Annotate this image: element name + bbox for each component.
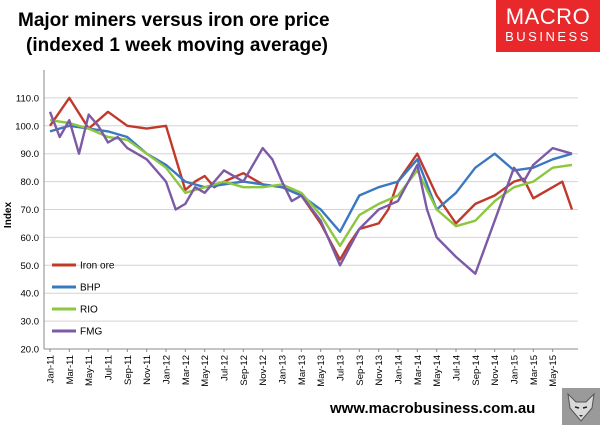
y-tick-label: 60.0 — [21, 233, 40, 244]
x-tick-label: Nov-14 — [490, 355, 501, 386]
x-tick-label: May-11 — [84, 355, 95, 386]
series-line-rio — [49, 119, 573, 248]
series-line-iron-ore — [49, 96, 574, 261]
y-tick-label: 100.0 — [15, 121, 39, 132]
x-tick-label: Mar-15 — [529, 355, 540, 385]
x-tick-label: May-14 — [432, 355, 443, 387]
website-url: www.macrobusiness.com.au — [330, 400, 536, 417]
x-tick-labels: Jan-11 Mar-11 May-11 Jul-11 Sep-11 Nov-11 Jan-… — [46, 349, 559, 387]
legend-label: FMG — [80, 327, 102, 338]
x-tick-label: Jul-11 — [104, 355, 115, 380]
series-lines — [48, 96, 574, 275]
x-tick-label: Mar-12 — [181, 355, 192, 385]
y-tick-labels: 20.0 30.0 40.0 50.0 60.0 70.0 80.0 90.0 100.0 110… — [15, 93, 39, 355]
legend-label: RIO — [80, 305, 98, 316]
x-tick-label: Jul-14 — [452, 355, 463, 381]
y-tick-label: 110.0 — [16, 93, 39, 104]
x-tick-label: Mar-14 — [413, 355, 424, 385]
y-tick-label: 50.0 — [21, 261, 40, 272]
x-tick-label: Mar-13 — [297, 355, 308, 385]
x-tick-label: Nov-13 — [374, 355, 385, 386]
x-tick-label: May-13 — [316, 355, 327, 387]
x-tick-label: May-15 — [548, 355, 559, 387]
title-line-2: (indexed 1 week moving average) — [26, 35, 329, 56]
y-tick-label: 20.0 — [21, 345, 40, 356]
y-tick-label: 30.0 — [21, 317, 40, 328]
x-tick-label: May-12 — [200, 355, 211, 387]
y-axis-title: Index — [3, 202, 14, 229]
x-tick-label: Jan-15 — [510, 355, 521, 384]
logo-word-macro: MACRO — [505, 4, 591, 29]
y-tick-label: 80.0 — [21, 177, 40, 188]
y-tick-label: 70.0 — [21, 205, 40, 216]
macrobusiness-logo: MACRO BUSINESS — [496, 0, 600, 52]
x-tick-label: Mar-11 — [65, 355, 76, 384]
legend-label: Iron ore — [80, 261, 115, 272]
x-tick-label: Jan-12 — [162, 355, 173, 384]
x-tick-label: Jan-13 — [278, 355, 289, 384]
y-tick-label: 90.0 — [21, 149, 40, 160]
logo-word-business: BUSINESS — [505, 29, 591, 44]
title-line-1: Major miners versus iron ore price — [18, 10, 330, 31]
x-tick-label: Jul-13 — [336, 355, 347, 381]
x-tick-label: Nov-11 — [142, 355, 153, 385]
y-tick-label: 40.0 — [21, 289, 40, 300]
x-tick-label: Sep-11 — [123, 355, 134, 385]
legend: Iron ore BHP RIO FMG — [52, 261, 115, 338]
x-tick-label: Sep-12 — [239, 355, 250, 386]
x-tick-label: Nov-12 — [258, 355, 269, 386]
series-line-fmg — [48, 111, 573, 275]
x-tick-label: Jan-11 — [46, 355, 57, 383]
chart-title: Major miners versus iron ore price (inde… — [18, 8, 438, 58]
fox-icon — [562, 388, 600, 425]
legend-label: BHP — [80, 283, 101, 294]
x-tick-label: Sep-14 — [471, 355, 482, 386]
x-tick-label: Jan-14 — [394, 355, 405, 384]
x-tick-label: Jul-12 — [220, 355, 231, 381]
x-tick-label: Sep-13 — [355, 355, 366, 386]
